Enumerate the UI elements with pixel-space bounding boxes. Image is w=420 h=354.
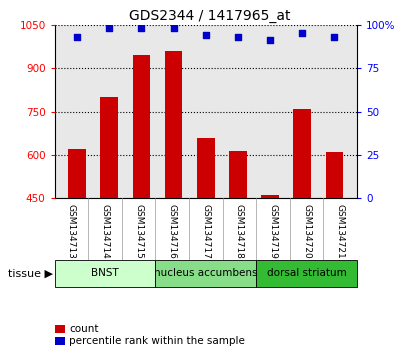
Text: GSM134720: GSM134720 [302,205,311,259]
Text: count: count [69,324,99,334]
Text: GSM134719: GSM134719 [268,205,278,259]
Text: GDS2344 / 1417965_at: GDS2344 / 1417965_at [129,9,291,23]
Bar [55,260,155,287]
Bar [261,195,279,198]
Bar [100,97,118,198]
Text: GSM134714: GSM134714 [100,205,110,259]
Point [74,34,81,40]
Text: GSM134713: GSM134713 [67,205,76,259]
Text: BNST: BNST [91,268,119,279]
Point [299,30,306,36]
Point [138,25,145,31]
Bar [256,260,357,287]
Text: GSM134721: GSM134721 [336,205,345,259]
Bar [294,109,311,198]
Point [202,32,209,38]
Text: GSM134717: GSM134717 [201,205,210,259]
Point [170,25,177,31]
Bar [133,55,150,198]
Text: dorsal striatum: dorsal striatum [267,268,346,279]
Point [235,34,242,40]
Text: nucleus accumbens: nucleus accumbens [154,268,257,279]
Bar [155,260,256,287]
Text: percentile rank within the sample: percentile rank within the sample [69,336,245,346]
Text: tissue ▶: tissue ▶ [8,268,52,279]
Bar [68,149,86,198]
Text: GSM134715: GSM134715 [134,205,143,259]
Bar [165,51,182,198]
Text: GSM134716: GSM134716 [168,205,177,259]
Point [267,38,273,43]
Bar [326,152,343,198]
Bar [197,137,215,198]
Text: GSM134718: GSM134718 [235,205,244,259]
Bar [229,150,247,198]
Point [331,34,338,40]
Point [106,25,113,31]
